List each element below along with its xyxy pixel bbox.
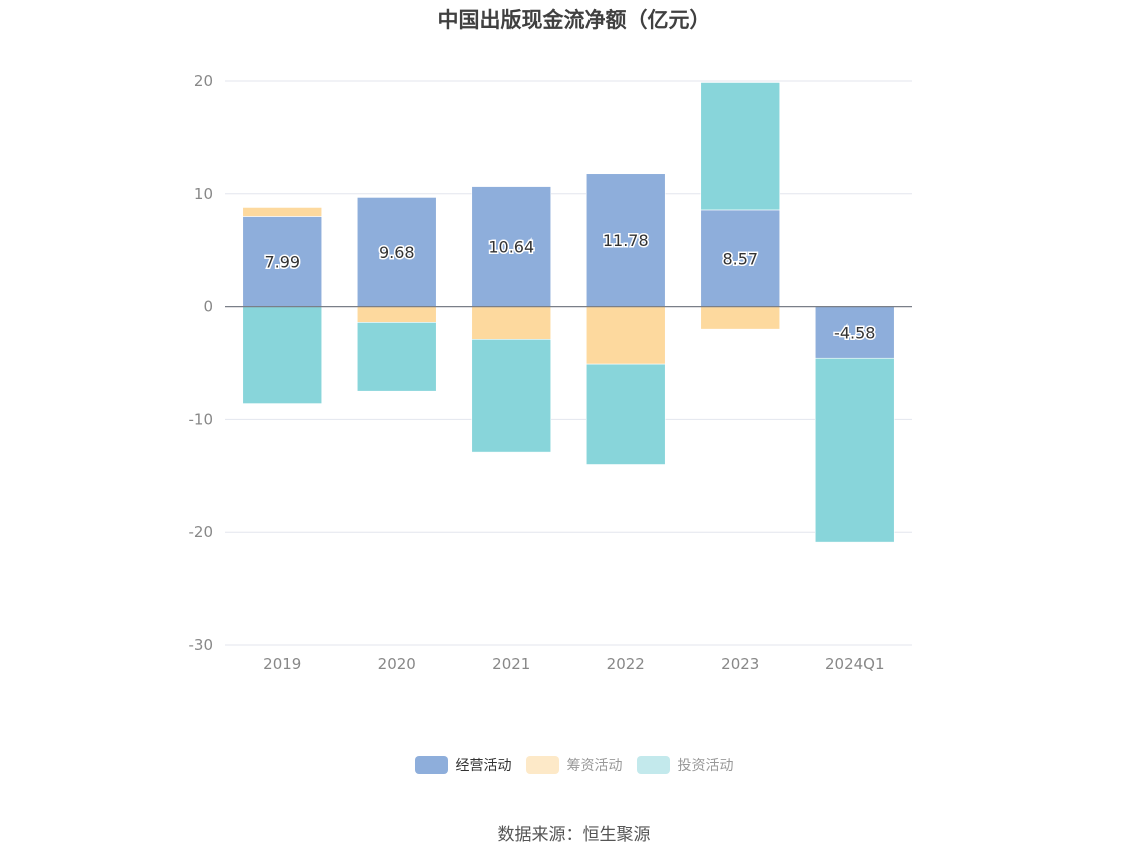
bar-segment: [585, 173, 666, 307]
y-tick-label: 20: [194, 72, 213, 90]
bar-segment: [585, 363, 666, 465]
legend-item-financing[interactable]: 筹资活动: [525, 755, 623, 775]
legend-swatch-operating: [414, 756, 448, 774]
x-tick-label: 2022: [607, 655, 645, 673]
bar-segment: [700, 306, 781, 330]
y-tick-label: 10: [194, 185, 213, 203]
chart-plot: 20 10 0 -10 -20 -30 7.99 2019 9.68 2020 10.64 2021 1…: [189, 72, 912, 673]
legend-item-operating[interactable]: 经营活动: [414, 755, 512, 775]
data-label: 9.68: [379, 243, 415, 262]
data-label: 11.78: [603, 231, 649, 250]
bar-segment: [471, 306, 552, 340]
bar-segment: [242, 216, 323, 307]
data-label: 10.64: [488, 238, 534, 257]
x-tick-label: 2023: [721, 655, 759, 673]
bar-segment: [242, 306, 323, 404]
x-tick-label: 2019: [263, 655, 301, 673]
x-tick-label: 2021: [492, 655, 530, 673]
bar-segment: [356, 322, 437, 392]
bar-segment: [356, 306, 437, 323]
bar-segment: [242, 207, 323, 217]
legend-swatch-investing: [636, 756, 670, 774]
y-tick-label: -10: [189, 410, 214, 428]
y-tick-label: 0: [203, 298, 213, 316]
bar-segment: [700, 82, 781, 211]
bar-segment: [814, 306, 895, 359]
legend-item-investing[interactable]: 投资活动: [636, 755, 734, 775]
y-tick-label: -20: [189, 523, 214, 541]
bar-segment: [471, 186, 552, 307]
legend: 经营活动 筹资活动 投资活动: [0, 755, 1148, 775]
legend-label-financing: 筹资活动: [566, 758, 623, 774]
legend-label-investing: 投资活动: [677, 758, 734, 774]
data-source: 数据来源：恒生聚源: [497, 825, 651, 845]
data-label: -4.58: [834, 323, 875, 342]
chart-title: 中国出版现金流净额（亿元）: [437, 8, 711, 32]
x-tick-label: 2024Q1: [825, 655, 885, 673]
bar-segment: [700, 209, 781, 307]
y-tick-label: -30: [189, 636, 214, 654]
x-tick-label: 2020: [378, 655, 416, 673]
data-label: 8.57: [722, 249, 758, 268]
data-label: 7.99: [264, 253, 300, 272]
bar-segment: [471, 339, 552, 453]
bar-segment: [356, 197, 437, 307]
bar-segment: [585, 306, 666, 365]
legend-label-operating: 经营活动: [455, 758, 512, 774]
legend-swatch-financing: [525, 756, 559, 774]
bar-segment: [814, 357, 895, 543]
